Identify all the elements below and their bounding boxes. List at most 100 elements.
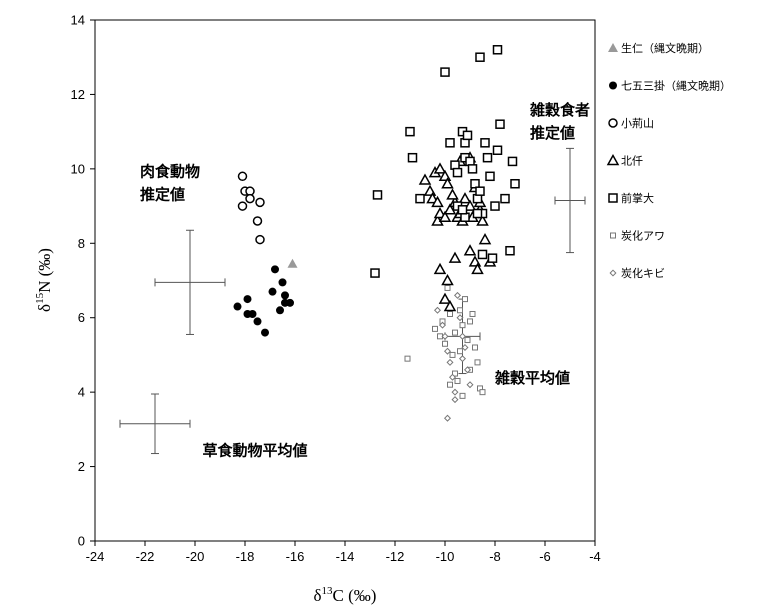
legend-label: 炭化アワ (621, 229, 665, 243)
data-point (404, 355, 411, 362)
legend-label: 北仟 (621, 155, 643, 168)
data-point (245, 193, 255, 204)
data-point (490, 201, 500, 211)
data-point (233, 302, 242, 311)
annotation-label: 雑穀食者 (529, 101, 590, 119)
data-point (446, 358, 454, 366)
data-point (438, 292, 452, 304)
data-point (237, 171, 248, 182)
data-point (500, 193, 510, 204)
legend-label: 前掌大 (621, 191, 654, 205)
legend-label: 生仁（縄文晩期） (621, 41, 709, 55)
data-point (467, 318, 473, 325)
data-point (469, 310, 476, 317)
data-point (433, 262, 447, 275)
data-point (237, 201, 248, 211)
data-point (510, 178, 520, 189)
data-point (438, 210, 452, 222)
y-tick-label: 4 (78, 385, 85, 400)
data-point (440, 67, 450, 77)
data-point (418, 173, 432, 185)
legend-label: 炭化キビ (621, 266, 665, 280)
x-tick-label: -20 (186, 549, 205, 564)
data-point (507, 156, 518, 167)
data-point (445, 138, 455, 148)
series-2 (233, 265, 294, 337)
data-point (449, 351, 456, 358)
legend-entry: 小荊山 (608, 117, 654, 130)
data-point (482, 152, 493, 163)
data-point (453, 291, 462, 299)
data-point (447, 310, 453, 317)
x-tick-label: -14 (336, 549, 355, 564)
y-tick-label: 14 (71, 13, 85, 28)
data-point (261, 328, 269, 337)
data-point (443, 347, 452, 355)
data-point (268, 287, 277, 296)
legend-label: 七五三掛（縄文晩期） (621, 79, 731, 93)
data-point (441, 332, 449, 340)
legend-marker (609, 269, 617, 277)
data-point (480, 138, 490, 148)
data-point (452, 370, 458, 377)
data-point (248, 309, 257, 318)
data-point (370, 268, 380, 278)
data-point (492, 45, 503, 55)
y-tick-label: 0 (78, 534, 85, 549)
data-point (433, 162, 447, 174)
legend-label: 小荊山 (621, 117, 654, 130)
series-1 (287, 258, 298, 268)
data-point (443, 203, 457, 215)
data-point (462, 130, 473, 141)
data-point (463, 244, 477, 256)
data-point (505, 245, 515, 256)
data-points (233, 45, 520, 422)
data-point (423, 184, 437, 196)
data-point (487, 253, 498, 263)
data-point (474, 359, 481, 366)
data-point (446, 188, 459, 200)
annotation-label: 草食動物平均値 (203, 441, 308, 459)
data-point (278, 278, 287, 287)
data-point (471, 262, 484, 275)
legend-marker (608, 193, 618, 203)
x-tick-label: -6 (539, 549, 551, 564)
legend-marker (608, 118, 618, 128)
series-6 (404, 284, 486, 399)
legend-entry: 前掌大 (608, 191, 654, 205)
data-point (452, 167, 463, 178)
legend-entry: 北仟 (606, 153, 643, 168)
data-point (441, 177, 454, 189)
plot-frame (94, 19, 596, 542)
data-point (441, 273, 454, 286)
data-point (252, 216, 263, 226)
data-point (457, 348, 463, 355)
data-point (281, 291, 289, 300)
data-point (478, 233, 492, 245)
y-tick-label: 12 (71, 87, 85, 102)
data-point (452, 329, 458, 336)
data-point (243, 295, 252, 304)
y-tick-label: 6 (78, 310, 85, 325)
data-point (271, 265, 279, 274)
legend-marker (609, 81, 617, 90)
annotation-label: 推定値 (140, 185, 185, 203)
data-point (475, 186, 485, 196)
annotation-label: 推定値 (530, 124, 575, 142)
data-point (253, 317, 262, 326)
data-point (432, 325, 438, 332)
data-point (458, 192, 472, 204)
error-cross (154, 229, 226, 335)
data-point (459, 322, 466, 329)
error-crosses (119, 147, 586, 455)
error-cross (554, 147, 586, 254)
data-point (467, 164, 478, 174)
data-point (479, 389, 486, 396)
annotation-label: 雑穀平均値 (494, 369, 570, 387)
data-point (443, 300, 457, 312)
legend-entry: 生仁（縄文晩期） (608, 41, 709, 55)
data-point (448, 251, 462, 263)
data-point (286, 298, 294, 307)
